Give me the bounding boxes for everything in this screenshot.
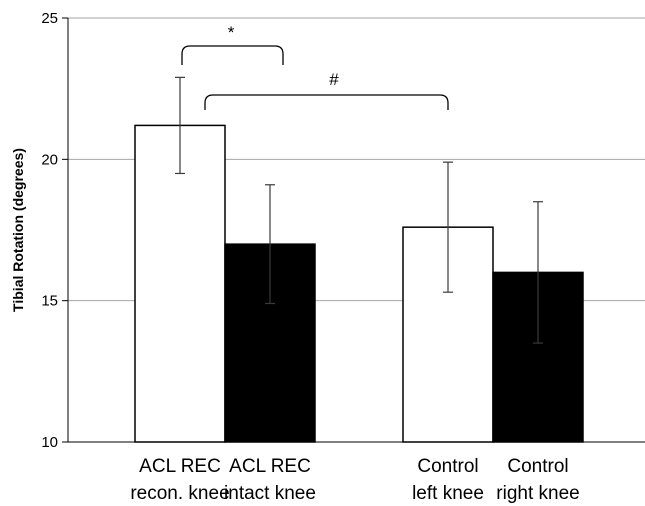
category-label-line2-1: intact knee	[224, 483, 316, 504]
bracket-hash	[204, 94, 449, 110]
significance-annotations: *#	[181, 23, 449, 110]
category-label-line2-0: recon. knee	[130, 483, 229, 504]
annotation-star: *	[228, 23, 235, 42]
category-label-line2-3: right knee	[496, 483, 579, 504]
y-tick-label-15: 15	[41, 293, 58, 310]
y-tick-label-20: 20	[41, 151, 58, 168]
y-tick-label-25: 25	[41, 10, 58, 27]
y-axis-title: Tibial Rotation (degrees)	[10, 148, 26, 312]
category-label-line1-3: Control	[507, 456, 568, 477]
bracket-star	[181, 45, 284, 65]
category-label-line1-1: ACL REC	[229, 456, 311, 477]
bars	[134, 124, 584, 443]
category-label-line2-2: left knee	[412, 483, 484, 504]
y-tick-label-10: 10	[41, 434, 58, 451]
axes	[67, 18, 645, 443]
category-label-line1-0: ACL REC	[139, 456, 221, 477]
category-label-line1-2: Control	[417, 456, 478, 477]
y-tick-labels: 10 15 20 25	[41, 10, 58, 451]
annotation-hash: #	[329, 70, 339, 89]
error-bars	[175, 76, 543, 344]
